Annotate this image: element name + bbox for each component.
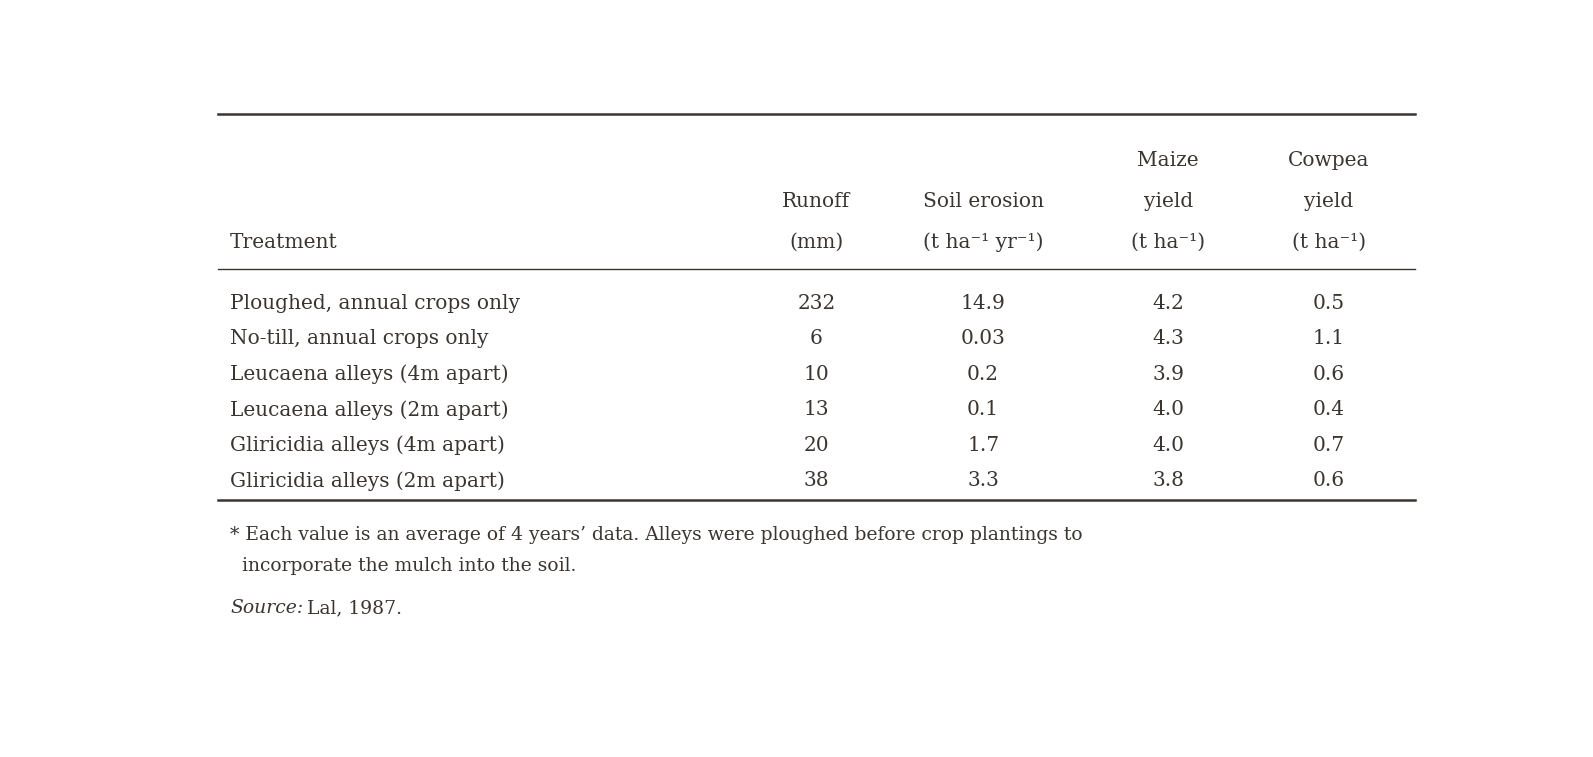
Text: 1.1: 1.1 — [1313, 329, 1344, 348]
Text: yield: yield — [1144, 192, 1193, 211]
Text: 6: 6 — [809, 329, 824, 348]
Text: Cowpea: Cowpea — [1289, 151, 1370, 170]
Text: 232: 232 — [796, 294, 836, 313]
Text: Soil erosion: Soil erosion — [922, 192, 1043, 211]
Text: 3.3: 3.3 — [967, 472, 999, 491]
Text: 4.3: 4.3 — [1152, 329, 1184, 348]
Text: * Each value is an average of 4 years’ data. Alleys were ploughed before crop pl: * Each value is an average of 4 years’ d… — [229, 526, 1083, 544]
Text: 10: 10 — [803, 365, 830, 384]
Text: 4.0: 4.0 — [1152, 400, 1184, 419]
Text: No-till, annual crops only: No-till, annual crops only — [229, 329, 489, 348]
Text: (t ha⁻¹): (t ha⁻¹) — [1292, 233, 1365, 252]
Text: Leucaena alleys (4m apart): Leucaena alleys (4m apart) — [229, 364, 508, 384]
Text: Leucaena alleys (2m apart): Leucaena alleys (2m apart) — [229, 400, 508, 419]
Text: incorporate the mulch into the soil.: incorporate the mulch into the soil. — [229, 557, 577, 575]
Text: 0.5: 0.5 — [1313, 294, 1344, 313]
Text: Maize: Maize — [1137, 151, 1200, 170]
Text: 0.4: 0.4 — [1313, 400, 1344, 419]
Text: 38: 38 — [803, 472, 830, 491]
Text: 3.8: 3.8 — [1152, 472, 1184, 491]
Text: 13: 13 — [803, 400, 830, 419]
Text: (t ha⁻¹): (t ha⁻¹) — [1131, 233, 1206, 252]
Text: 0.6: 0.6 — [1313, 472, 1344, 491]
Text: 3.9: 3.9 — [1152, 365, 1184, 384]
Text: (mm): (mm) — [789, 233, 844, 252]
Text: Gliricidia alleys (4m apart): Gliricidia alleys (4m apart) — [229, 435, 505, 455]
Text: yield: yield — [1305, 192, 1354, 211]
Text: 4.0: 4.0 — [1152, 436, 1184, 455]
Text: 14.9: 14.9 — [961, 294, 1005, 313]
Text: Source:: Source: — [229, 600, 303, 618]
Text: 1.7: 1.7 — [967, 436, 999, 455]
Text: 0.03: 0.03 — [961, 329, 1005, 348]
Text: Lal, 1987.: Lal, 1987. — [295, 600, 403, 618]
Text: Ploughed, annual crops only: Ploughed, annual crops only — [229, 294, 519, 313]
Text: Runoff: Runoff — [782, 192, 851, 211]
Text: 20: 20 — [803, 436, 830, 455]
Text: 0.1: 0.1 — [967, 400, 999, 419]
Text: (t ha⁻¹ yr⁻¹): (t ha⁻¹ yr⁻¹) — [922, 232, 1043, 252]
Text: Gliricidia alleys (2m apart): Gliricidia alleys (2m apart) — [229, 471, 505, 491]
Text: Treatment: Treatment — [229, 233, 338, 252]
Text: 0.6: 0.6 — [1313, 365, 1344, 384]
Text: 0.7: 0.7 — [1313, 436, 1344, 455]
Text: 0.2: 0.2 — [967, 365, 999, 384]
Text: 4.2: 4.2 — [1152, 294, 1184, 313]
